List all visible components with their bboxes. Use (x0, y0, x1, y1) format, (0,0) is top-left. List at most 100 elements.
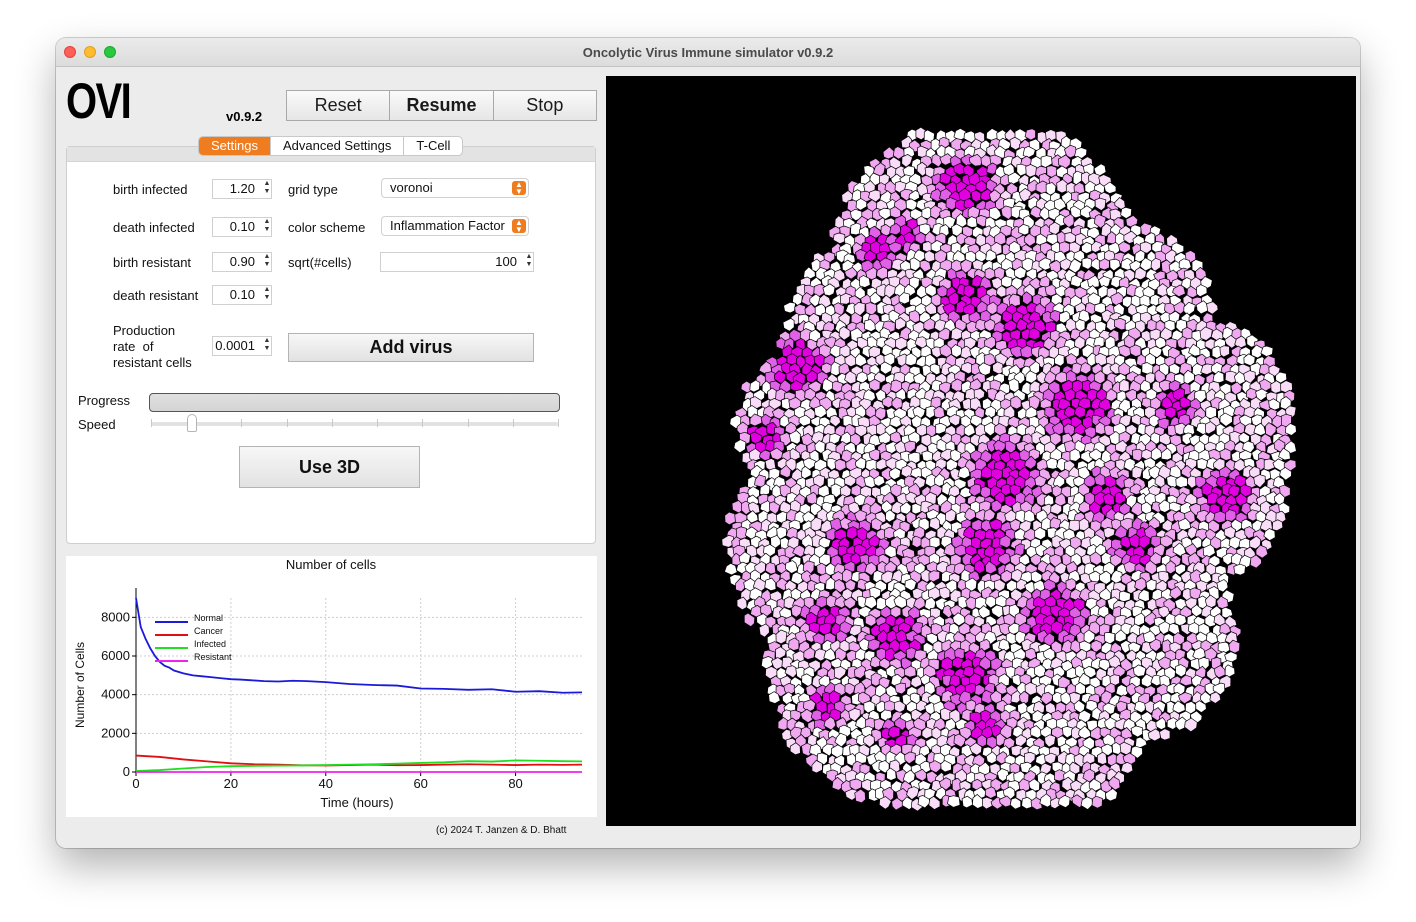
cell (881, 395, 893, 409)
cell (938, 586, 951, 600)
cell (1114, 629, 1127, 643)
cell (888, 241, 902, 254)
resume-button[interactable]: Resume (390, 91, 494, 120)
simulation-view[interactable] (606, 76, 1356, 826)
cell (940, 760, 952, 773)
cell (1024, 647, 1037, 661)
birth-infected-spinbox[interactable]: 1.20 ▲ ▼ (212, 179, 272, 199)
color-scheme-label: color scheme (288, 220, 366, 235)
cell (928, 795, 941, 810)
cell (1062, 726, 1074, 739)
x-tick-label: 20 (224, 776, 238, 791)
cell (1120, 622, 1133, 635)
x-tick-label: 40 (319, 776, 333, 791)
legend-label-normal: Normal (194, 613, 223, 623)
cell (811, 759, 823, 774)
production-rate-spinbox[interactable]: 0.0001 ▲ ▼ (212, 336, 272, 356)
tab-t-cell[interactable]: T-Cell (416, 138, 451, 153)
color-scheme-select[interactable]: Inflammation Factor ▲ ▼ (381, 216, 529, 236)
legend-label-infected: Infected (194, 639, 226, 649)
cell (1284, 422, 1297, 436)
reset-button[interactable]: Reset (287, 91, 391, 120)
cell (1184, 717, 1198, 733)
cell (1029, 205, 1042, 219)
cell (1213, 510, 1226, 524)
cell (788, 396, 802, 410)
cell (1098, 570, 1112, 586)
cell (830, 483, 842, 498)
cell (1119, 378, 1130, 393)
cell (814, 303, 827, 317)
cell (765, 562, 777, 575)
cell (957, 465, 971, 479)
cell (903, 440, 916, 453)
series-line-normal (135, 597, 583, 694)
cell (1097, 605, 1110, 619)
cell (749, 379, 761, 393)
birth-resistant-value: 0.90 (229, 254, 255, 269)
y-tick-label: 4000 (101, 687, 130, 702)
cell (765, 666, 778, 680)
cell (1044, 752, 1057, 765)
cell (822, 283, 836, 297)
cell (1250, 414, 1264, 427)
tab-settings[interactable]: Settings (199, 137, 271, 155)
tab-advanced-settings[interactable]: Advanced Settings (271, 137, 405, 155)
cell (1159, 535, 1173, 548)
cell (1018, 223, 1030, 236)
cell (1022, 291, 1033, 306)
death-infected-spinbox[interactable]: 0.10 ▲ ▼ (212, 217, 272, 237)
grid-type-select[interactable]: voronoi ▲ ▼ (381, 178, 529, 198)
cell (853, 493, 867, 506)
cell (832, 232, 846, 245)
spin-arrows-icon[interactable]: ▲ ▼ (263, 218, 271, 233)
cell (998, 622, 1011, 636)
cell (1097, 284, 1109, 299)
cell (969, 742, 983, 756)
speed-slider-handle[interactable] (186, 414, 197, 432)
cell (1074, 147, 1088, 159)
cell (799, 328, 812, 343)
maximize-window-button[interactable] (104, 46, 116, 58)
close-window-button[interactable] (64, 46, 76, 58)
speed-slider-track[interactable] (151, 422, 558, 426)
death-resistant-spinbox[interactable]: 0.10 ▲ ▼ (212, 285, 272, 305)
spin-arrows-icon[interactable]: ▲ ▼ (263, 337, 271, 352)
add-virus-button[interactable]: Add virus (288, 333, 534, 362)
sqrt-cells-value: 100 (495, 254, 517, 269)
cell (953, 733, 966, 748)
cell (881, 570, 894, 584)
spin-arrows-icon[interactable]: ▲ ▼ (263, 180, 271, 195)
cell (1225, 509, 1237, 522)
birth-resistant-spinbox[interactable]: 0.90 ▲ ▼ (212, 252, 272, 272)
slider-tick (422, 419, 424, 427)
cell (1101, 743, 1113, 756)
cell (1081, 257, 1093, 270)
cell (1199, 326, 1213, 341)
cell (939, 448, 954, 462)
cell (803, 647, 816, 660)
cell (1172, 700, 1186, 714)
spin-arrows-icon[interactable]: ▲ ▼ (263, 286, 271, 301)
cell (1148, 638, 1162, 652)
cell (999, 795, 1012, 808)
cell (1273, 438, 1286, 453)
cell (1221, 606, 1234, 619)
cell (1219, 412, 1233, 427)
cell-count-chart: Number of cells 0 20 40 60 80 0 2000 4000 6000 800… (73, 557, 583, 810)
spin-arrows-icon[interactable]: ▲ ▼ (263, 253, 271, 268)
cell (814, 440, 826, 454)
cell (929, 363, 941, 376)
cell (1028, 395, 1041, 410)
window-title: Oncolytic Virus Immune simulator v0.9.2 (582, 45, 834, 60)
minimize-window-button[interactable] (84, 46, 96, 58)
cell (1016, 423, 1029, 436)
cell (1279, 467, 1292, 481)
spin-arrows-icon[interactable]: ▲ ▼ (525, 253, 533, 268)
stop-button[interactable]: Stop (526, 95, 564, 115)
cell (1139, 241, 1152, 254)
cell (1113, 525, 1128, 539)
cell (1253, 422, 1267, 436)
use-3d-button[interactable]: Use 3D (239, 446, 420, 488)
sqrt-cells-spinbox[interactable]: 100 ▲ ▼ (380, 252, 534, 272)
